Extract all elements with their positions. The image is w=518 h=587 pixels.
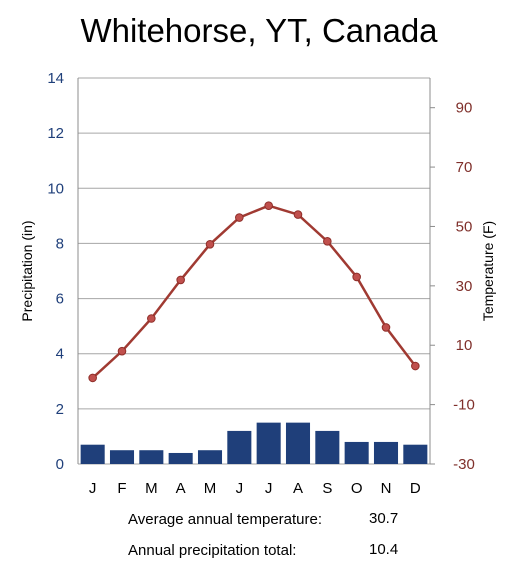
left-tick-label-7: 14	[47, 70, 64, 87]
month-label-5: J	[236, 480, 244, 497]
precip-value: 10.4	[369, 541, 399, 558]
precip-bar-6	[256, 422, 281, 464]
right-tick-label-5: 70	[456, 159, 473, 176]
left-tick-label-5: 10	[47, 180, 64, 197]
month-label-6: J	[265, 480, 273, 497]
precip-bar-3	[168, 452, 193, 464]
left-tick-label-1: 2	[56, 401, 64, 418]
precip-bar-7	[285, 422, 311, 464]
right-tick-label-0: -30	[453, 456, 475, 473]
precip-bar-0	[80, 444, 105, 464]
avg-temp-value: 30.7	[369, 510, 399, 527]
month-label-8: S	[322, 480, 332, 497]
temperature-point-8	[323, 237, 332, 246]
temperature-point-3	[176, 275, 185, 285]
chart-title: Whitehorse, YT, Canada	[80, 12, 438, 49]
precip-bar-10	[373, 441, 399, 464]
temperature-point-9	[352, 272, 361, 282]
precip-bar-4	[197, 450, 223, 464]
temperature-point-2	[147, 314, 156, 323]
temperature-line	[91, 204, 417, 379]
precip-bar-2	[139, 450, 164, 464]
left-tick-label-6: 12	[47, 125, 64, 142]
precip-bar-9	[344, 441, 369, 464]
right-tick-label-4: 50	[456, 218, 473, 235]
right-tick-label-2: 10	[456, 337, 473, 354]
avg-temp-label: Average annual temperature:	[128, 511, 323, 528]
right-tick-label-3: 30	[456, 278, 473, 295]
temperature-point-11	[411, 361, 420, 371]
right-axis-title: Temperature (F)	[480, 221, 496, 321]
right-tick-label-6: 90	[456, 100, 473, 117]
temperature-point-10	[381, 323, 391, 332]
precip-bar-8	[315, 430, 340, 464]
left-tick-label-4: 8	[56, 235, 64, 252]
temperature-point-1	[117, 346, 127, 356]
temperature-point-5	[235, 213, 244, 222]
left-tick-label-3: 6	[56, 291, 64, 308]
month-label-1: F	[117, 480, 126, 497]
month-label-4: M	[204, 480, 217, 497]
precip-bar-1	[109, 450, 135, 464]
left-axis-title: Precipitation (in)	[19, 220, 35, 321]
precip-bar-5	[227, 430, 252, 464]
temperature-point-0	[88, 373, 97, 383]
precip-label: Annual precipitation total:	[128, 542, 297, 559]
month-label-9: O	[351, 480, 363, 497]
precip-bar-11	[403, 444, 428, 464]
month-label-0: J	[89, 480, 97, 497]
temperature-point-6	[264, 201, 273, 210]
month-label-11: D	[410, 480, 421, 497]
month-label-7: A	[293, 480, 303, 497]
left-tick-label-0: 0	[56, 456, 64, 473]
month-label-10: N	[381, 480, 392, 497]
left-tick-label-2: 4	[56, 346, 64, 363]
month-label-2: M	[145, 480, 158, 497]
temperature-point-4	[205, 239, 215, 249]
month-label-3: A	[176, 480, 186, 497]
temperature-point-7	[293, 210, 303, 219]
right-tick-label-1: -10	[453, 397, 475, 414]
